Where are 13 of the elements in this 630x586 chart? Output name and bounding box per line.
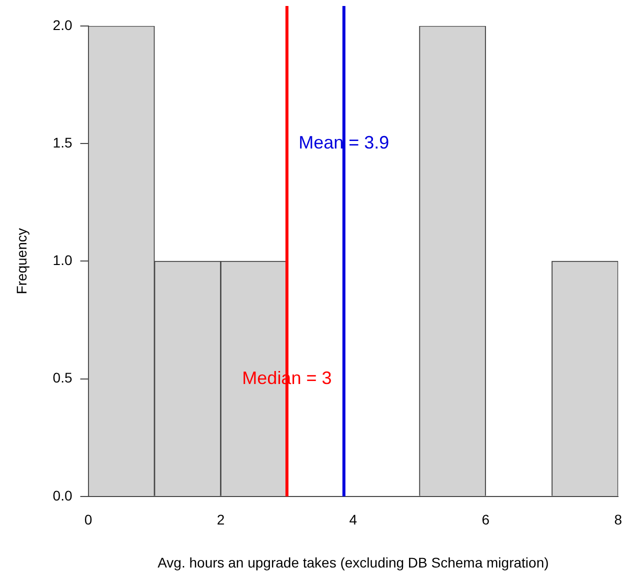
x-tick-label: 2 [216, 512, 225, 528]
y-tick-label: 0.0 [52, 487, 72, 504]
y-axis-title: Frequency [13, 228, 30, 294]
y-tick-label: 0.5 [52, 370, 72, 386]
y-tick-label: 1.0 [52, 252, 72, 268]
x-axis-title: Avg. hours an upgrade takes (excluding DB Schema migration) [158, 554, 549, 570]
x-tick-label: 6 [482, 512, 490, 528]
x-tick-label: 4 [349, 512, 358, 528]
x-tick-label: 8 [614, 512, 622, 528]
y-tick-label: 1.5 [52, 134, 72, 150]
y-tick-label: 2.0 [52, 16, 72, 33]
x-tick-label: 0 [84, 512, 92, 528]
ref-line-label: Mean = 3.9 [298, 132, 390, 153]
